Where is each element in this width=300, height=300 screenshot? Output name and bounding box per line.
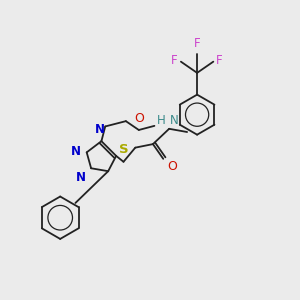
Text: F: F xyxy=(216,54,223,67)
Text: O: O xyxy=(167,160,177,173)
Text: H: H xyxy=(157,114,165,127)
Text: F: F xyxy=(171,54,178,67)
Text: N: N xyxy=(71,145,81,158)
Text: N: N xyxy=(76,171,86,184)
Text: O: O xyxy=(134,112,144,125)
Text: F: F xyxy=(194,37,200,50)
Text: S: S xyxy=(119,143,128,157)
Text: N: N xyxy=(170,114,178,127)
Text: N: N xyxy=(95,124,105,136)
